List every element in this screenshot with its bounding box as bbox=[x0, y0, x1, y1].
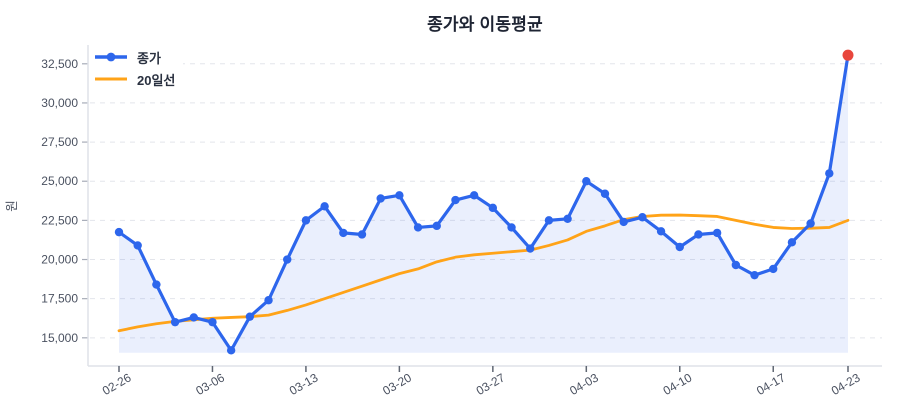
x-tick-label: 03-06 bbox=[193, 370, 227, 398]
data-point-marker bbox=[357, 230, 367, 239]
data-point-marker bbox=[675, 242, 684, 252]
data-point-marker bbox=[152, 280, 161, 289]
x-tick-label: 03-13 bbox=[287, 370, 321, 398]
data-point-marker bbox=[507, 223, 516, 232]
data-point-marker bbox=[395, 191, 404, 200]
x-tick-label: 02-26 bbox=[100, 370, 134, 398]
data-point-marker bbox=[600, 189, 610, 198]
data-point-marker bbox=[320, 202, 329, 211]
data-point-marker bbox=[694, 230, 703, 239]
y-tick-label: 27,500 bbox=[41, 135, 78, 149]
data-point-marker bbox=[619, 217, 628, 227]
data-point-marker bbox=[301, 216, 311, 225]
data-point-marker bbox=[750, 270, 759, 280]
data-point-marker bbox=[488, 203, 498, 213]
data-point-marker bbox=[413, 223, 423, 232]
close-area-fill bbox=[119, 55, 848, 353]
data-point-marker bbox=[787, 238, 797, 247]
legend-item-ma[interactable]: 20일선 bbox=[94, 70, 175, 88]
data-point-marker bbox=[226, 346, 236, 355]
data-point-marker bbox=[712, 228, 722, 238]
data-point-marker bbox=[563, 214, 572, 224]
x-tick-label: 04-10 bbox=[661, 370, 695, 398]
data-point-marker bbox=[825, 169, 834, 178]
data-point-marker bbox=[245, 312, 255, 321]
legend-item-close[interactable]: 종가 bbox=[94, 48, 175, 66]
x-tick-label: 03-20 bbox=[380, 370, 414, 398]
data-point-marker bbox=[339, 228, 348, 238]
legend-label-ma: 20일선 bbox=[137, 72, 176, 88]
data-point-marker bbox=[469, 191, 479, 200]
x-tick-label: 04-17 bbox=[754, 370, 788, 398]
last-point-marker bbox=[842, 49, 854, 61]
data-point-marker bbox=[526, 244, 535, 253]
data-point-marker bbox=[656, 227, 666, 236]
data-point-marker bbox=[769, 264, 778, 274]
x-tick-label: 03-27 bbox=[474, 370, 508, 398]
data-point-marker bbox=[451, 195, 460, 205]
data-point-marker bbox=[376, 194, 385, 203]
data-point-marker bbox=[208, 317, 217, 327]
data-point-marker bbox=[114, 227, 124, 237]
x-tick-label: 04-23 bbox=[829, 370, 863, 398]
legend-swatch-close-icon bbox=[95, 52, 127, 62]
legend-swatch-ma-icon bbox=[95, 77, 127, 81]
y-axis-title: 원 bbox=[5, 200, 19, 212]
data-point-marker bbox=[638, 213, 647, 222]
chart-title: 종가와 이동평균 bbox=[427, 15, 543, 34]
y-tick-label: 32,500 bbox=[41, 57, 78, 71]
data-point-marker bbox=[582, 177, 591, 186]
legend: 종가 20일선 bbox=[90, 46, 184, 90]
x-tick-label: 04-03 bbox=[567, 370, 601, 398]
data-point-marker bbox=[806, 219, 815, 228]
data-point-marker bbox=[170, 317, 180, 327]
data-point-marker bbox=[432, 221, 441, 231]
legend-label-close: 종가 bbox=[137, 50, 161, 66]
y-tick-label: 17,500 bbox=[41, 292, 78, 306]
data-point-marker bbox=[283, 255, 292, 264]
data-point-marker bbox=[133, 241, 142, 250]
y-tick-label: 20,000 bbox=[41, 253, 78, 267]
close-line bbox=[117, 53, 850, 352]
data-point-marker bbox=[544, 216, 554, 225]
ma-line bbox=[117, 213, 850, 333]
y-tick-label: 22,500 bbox=[41, 213, 78, 227]
data-point-marker bbox=[264, 296, 273, 305]
y-tick-label: 30,000 bbox=[41, 96, 78, 110]
data-point-marker bbox=[189, 313, 198, 322]
y-tick-label: 15,000 bbox=[41, 331, 78, 345]
y-tick-label: 25,000 bbox=[41, 174, 78, 188]
data-point-marker bbox=[731, 260, 741, 270]
